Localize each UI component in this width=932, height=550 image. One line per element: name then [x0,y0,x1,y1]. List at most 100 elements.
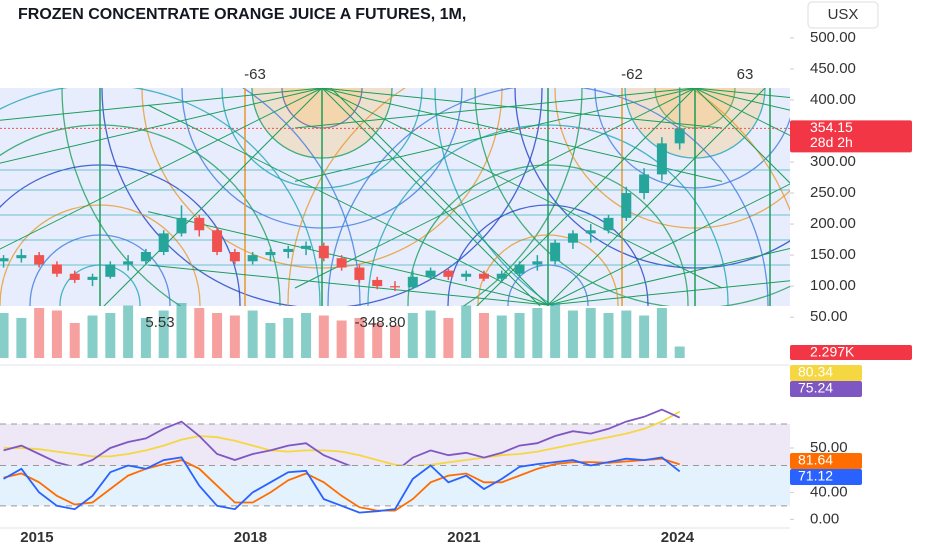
volume-bar [158,310,169,358]
x-tick-label: 2024 [661,529,695,546]
y-tick-label: 250.00 [810,184,856,201]
candle-body [212,230,223,252]
volume-label: 2.297K [810,344,855,360]
gann-fan [0,88,323,164]
currency-box[interactable] [807,1,879,29]
indicator-line [3,456,681,514]
volume-bar [194,308,205,358]
candle-body [461,273,472,277]
last-price: 354.15 [810,119,853,135]
volume-bar [603,313,614,358]
y-tick-label: 400.00 [810,91,856,108]
gann-fan [147,211,549,306]
gann-fan [547,280,790,306]
volume-bar [443,318,454,358]
candle-body [229,252,240,262]
x-tick-label: 2021 [447,529,480,546]
gann-fan [547,248,790,306]
candle-body [318,245,329,259]
volume-bar [639,315,650,358]
volume-bar [301,313,312,358]
indicator-line [3,408,681,473]
gann-fan [476,88,696,306]
y-tick-label: 150.00 [810,246,856,263]
last-price-tag [790,120,912,153]
x-tick-label: 2018 [234,529,267,546]
volume-bar [247,310,258,358]
value-label: 81.64 [798,452,833,468]
candle-body [585,230,596,234]
gann-fan [694,88,790,184]
gann-fan [321,88,541,306]
candle-body [247,255,258,262]
gann-fan [321,88,723,289]
candle-body [443,270,454,277]
volume-bar [372,323,383,358]
value-label: 71.12 [798,468,833,484]
candle-body [34,255,45,265]
candle-body [550,242,561,262]
volume-bar [514,313,525,358]
annotation: -348.80 [355,314,406,331]
candle-body [105,264,116,277]
candle-body [567,233,578,243]
candle-body [194,217,205,231]
value-tag [790,469,862,485]
annotation: -62 [621,66,643,83]
gann-fan [103,88,323,306]
y-tick-label: 200.00 [810,215,856,232]
volume-bar [567,310,578,358]
candle-body [51,264,62,274]
volume-bar [621,310,632,358]
volume-bar [16,318,27,358]
gann-fan [694,88,790,111]
gann-fan [547,88,766,306]
value-label: 80.34 [798,364,833,380]
gann-arc [0,88,321,306]
candle-body [301,245,312,249]
volume-bar [229,315,240,358]
y-tick-label: 450.00 [810,60,856,77]
volume-bar [390,325,400,358]
gann-arc [241,88,361,306]
value-tag [790,453,862,469]
volume-bar [318,315,329,358]
candle-body [621,193,632,218]
annotation: 5.53 [145,314,174,331]
volume-bar [496,315,507,358]
candle-body [496,273,507,279]
candle-body [639,174,650,194]
candle-body [674,128,685,144]
gann-fan [147,264,549,306]
currency: USX [828,6,859,23]
candle-body [656,143,667,175]
y-tick-label: 500.00 [810,29,856,46]
gann-fan [694,88,790,99]
volume-bar [140,318,151,358]
volume-bar [34,308,45,358]
indicator-band [0,465,790,506]
candle-body [390,286,400,288]
candle-body [69,273,80,280]
volume-bar [550,303,561,358]
volume-bar [212,313,223,358]
y-tick-label: 300.00 [810,153,856,170]
candle-body [425,270,436,277]
gann-fan [147,104,549,306]
volume-bar [283,318,294,358]
volume-bar [354,318,365,358]
volume-bar [461,305,472,358]
volume-bar [176,303,187,358]
volume-bar [532,308,543,358]
gann-fan [0,88,323,121]
gann-fan [330,88,549,306]
candle-body [16,255,27,259]
candle-body [0,258,9,262]
gann-fan [321,88,723,182]
volume-bar [585,308,596,358]
candle-body [158,233,169,252]
candle-body [283,248,294,252]
volume-bar [265,323,276,358]
